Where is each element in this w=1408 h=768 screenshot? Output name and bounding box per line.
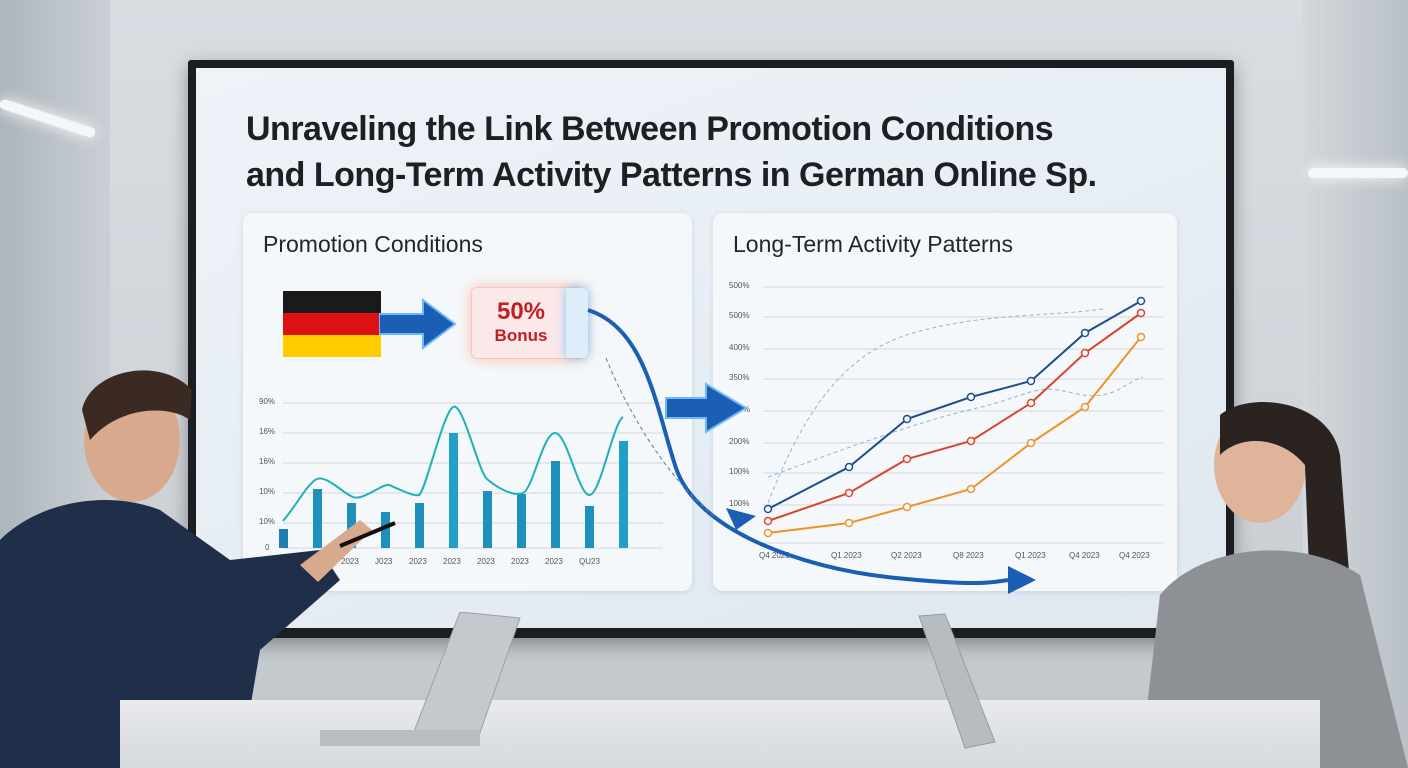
right-y-tick: 200% bbox=[729, 437, 750, 446]
left-y-tick: 16% bbox=[259, 427, 276, 436]
right-x-tick: Q1 2023 bbox=[831, 551, 862, 560]
bar-2 bbox=[313, 489, 322, 548]
dashed-series-1 bbox=[767, 308, 1104, 504]
flow-arrow-right-icon bbox=[665, 382, 748, 434]
orange-point bbox=[1080, 402, 1090, 412]
red-point bbox=[966, 436, 976, 446]
right-y-tick: 100% bbox=[729, 499, 750, 508]
flag-stripe-black bbox=[283, 291, 381, 313]
left-y-tick: 0 bbox=[265, 543, 270, 552]
ticket-stub bbox=[566, 288, 588, 358]
red-point bbox=[902, 454, 912, 464]
bar-4 bbox=[381, 512, 390, 548]
navy-point bbox=[844, 462, 854, 472]
curved-flow-arrow bbox=[587, 308, 1012, 586]
right-y-tick: 500% bbox=[729, 311, 750, 320]
flag-stripe-red bbox=[283, 313, 381, 335]
navy-point bbox=[1026, 376, 1036, 386]
bar-11 bbox=[619, 441, 628, 548]
right-x-tick: Q4 2023 bbox=[1069, 551, 1100, 560]
laptop-right bbox=[918, 613, 996, 749]
orange-point bbox=[902, 502, 912, 512]
bar-7 bbox=[483, 491, 492, 548]
bar-8 bbox=[517, 494, 526, 548]
bar-6 bbox=[449, 433, 458, 548]
red-point bbox=[844, 488, 854, 498]
small-arrow-icon bbox=[726, 508, 756, 530]
bar-1 bbox=[279, 529, 288, 548]
right-y-tick: 500% bbox=[729, 281, 750, 290]
left-x-tick: 2023 bbox=[477, 557, 495, 566]
navy-point bbox=[902, 414, 912, 424]
left-x-tick: 2023 bbox=[443, 557, 461, 566]
dashed-connector bbox=[605, 357, 717, 519]
orange-point bbox=[966, 484, 976, 494]
red-point bbox=[1080, 348, 1090, 358]
laptop-left bbox=[320, 612, 521, 746]
left-y-tick: 90% bbox=[259, 397, 276, 406]
presenter-man bbox=[0, 370, 396, 768]
trend-line bbox=[282, 405, 624, 522]
left-y-tick: 10% bbox=[259, 517, 276, 526]
bonus-ticket: 50% Bonus bbox=[471, 287, 588, 359]
long-term-activity-panel: Long-Term Activity Patterns 500% 500% 40… bbox=[713, 213, 1177, 591]
red-point bbox=[1026, 398, 1036, 408]
promotion-conditions-panel: Promotion Conditions 50% Bonus bbox=[243, 213, 692, 591]
navy-point bbox=[966, 392, 976, 402]
right-x-tick: Q1 2023 bbox=[1015, 551, 1046, 560]
curved-arrow-head-icon bbox=[1008, 566, 1036, 594]
orange-point bbox=[1026, 438, 1036, 448]
activity-line-chart bbox=[763, 286, 1163, 544]
orange-point bbox=[763, 528, 773, 538]
red-point bbox=[763, 516, 773, 526]
right-y-tick: 100% bbox=[729, 467, 750, 476]
title-line-2: and Long-Term Activity Patterns in Germa… bbox=[246, 156, 1097, 194]
panel-title-promotion: Promotion Conditions bbox=[263, 231, 483, 257]
left-x-tick: 2023 bbox=[341, 557, 359, 566]
bar-10 bbox=[585, 506, 594, 548]
left-x-tick: 2023 bbox=[545, 557, 563, 566]
orange-point bbox=[1136, 332, 1146, 342]
dashed-series-2 bbox=[767, 376, 1144, 478]
bonus-percent: 50% bbox=[496, 298, 546, 325]
orange-point bbox=[844, 518, 854, 528]
right-y-tick: 350% bbox=[729, 373, 750, 382]
right-x-tick: Q4 2023 bbox=[759, 551, 790, 560]
navy-point bbox=[1080, 328, 1090, 338]
red-point bbox=[1136, 308, 1146, 318]
flag-stripe-gold bbox=[283, 335, 381, 357]
arrow-right-icon bbox=[379, 298, 457, 350]
navy-point bbox=[763, 504, 773, 514]
left-y-tick: 10% bbox=[259, 487, 276, 496]
bars bbox=[279, 433, 628, 548]
left-y-tick: 16% bbox=[259, 457, 276, 466]
left-x-tick: 2023 bbox=[511, 557, 529, 566]
right-x-tick: Q4 2023 bbox=[1119, 551, 1150, 560]
title-line-1: Unraveling the Link Between Promotion Co… bbox=[246, 110, 1054, 148]
right-x-tick: Q2 2023 bbox=[891, 551, 922, 560]
right-y-tick: 400% bbox=[729, 343, 750, 352]
ceiling-light-right bbox=[1308, 168, 1408, 178]
slide-title: Unraveling the Link Between Promotion Co… bbox=[246, 106, 1186, 198]
bonus-label: Bonus bbox=[494, 326, 548, 345]
navy-point bbox=[1136, 296, 1146, 306]
bar-3 bbox=[347, 503, 356, 548]
german-flag bbox=[283, 291, 381, 357]
bar-5 bbox=[415, 503, 424, 548]
right-y-tick: % bbox=[743, 405, 751, 414]
flow-arrows bbox=[587, 308, 1036, 594]
right-x-tick: Q8 2023 bbox=[953, 551, 984, 560]
left-x-tick: J023 bbox=[375, 557, 393, 566]
left-x-tick: 2023 bbox=[409, 557, 427, 566]
panel-title-activity: Long-Term Activity Patterns bbox=[733, 231, 1013, 257]
bar-9 bbox=[551, 461, 560, 548]
left-x-tick: QU23 bbox=[579, 557, 600, 566]
